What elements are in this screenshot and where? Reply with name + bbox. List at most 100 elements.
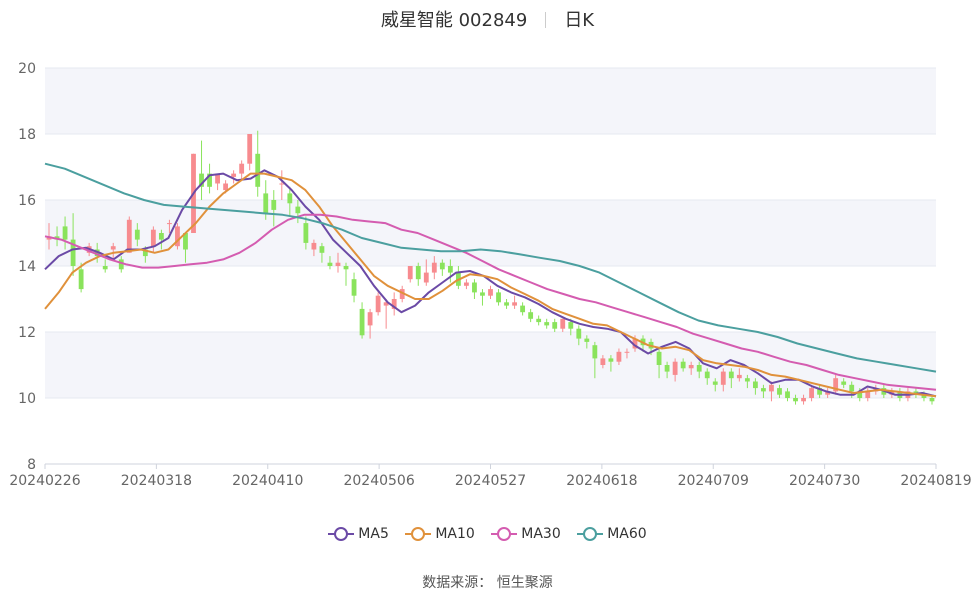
candle-body xyxy=(488,289,493,296)
candle-body xyxy=(247,134,253,164)
candle-body xyxy=(560,318,566,329)
candle-body xyxy=(199,173,204,187)
candle-body xyxy=(841,381,847,385)
period-label: 日K xyxy=(564,10,595,31)
x-tick-label: 20240709 xyxy=(678,473,749,489)
candle-body xyxy=(255,153,261,187)
candle-body xyxy=(576,328,582,339)
series-line-ma60 xyxy=(44,162,937,373)
x-tick-label: 20240226 xyxy=(9,473,80,489)
candle-body xyxy=(207,173,212,187)
candle-body xyxy=(126,219,132,253)
candle-body xyxy=(391,299,397,309)
title-separator xyxy=(545,12,547,28)
candle-body xyxy=(183,233,188,250)
legend-item-ma30[interactable]: MA30 xyxy=(491,526,561,542)
y-tick-label: 20 xyxy=(18,61,36,77)
x-tick-label: 20240618 xyxy=(566,473,637,489)
candle-body xyxy=(752,381,758,389)
candle-body xyxy=(712,381,718,385)
candle-body xyxy=(415,266,421,280)
candle-body xyxy=(472,282,477,293)
candle-body xyxy=(480,292,485,296)
candle-body xyxy=(921,394,927,398)
candle-body xyxy=(656,351,662,365)
candle-body xyxy=(158,233,164,240)
legend-label-ma10: MA10 xyxy=(435,526,475,542)
candle-body xyxy=(664,365,670,372)
legend-label-ma60: MA60 xyxy=(607,526,647,542)
stock-name-code: 威星智能 002849 xyxy=(380,10,528,31)
ma5-swatch-icon xyxy=(328,527,355,541)
legend-item-ma5[interactable]: MA5 xyxy=(328,526,389,542)
candle-body xyxy=(118,259,124,270)
candle-body xyxy=(632,338,638,349)
series-line-ma30 xyxy=(44,213,937,391)
candle-body xyxy=(464,282,469,286)
y-tick-label: 12 xyxy=(18,325,36,341)
candle-body xyxy=(150,229,156,247)
candle-body xyxy=(295,206,301,214)
x-tick-label: 20240730 xyxy=(789,473,860,489)
candle-body xyxy=(688,365,694,369)
candle-body xyxy=(383,302,389,306)
legend-item-ma10[interactable]: MA10 xyxy=(405,526,475,542)
candle-body xyxy=(720,371,726,385)
x-tick-label: 20240527 xyxy=(455,473,526,489)
candle-body xyxy=(736,374,742,379)
x-tick-label: 20240506 xyxy=(343,473,414,489)
ma10-swatch-icon xyxy=(405,527,432,541)
candle-body xyxy=(439,262,445,270)
candle-body xyxy=(600,358,606,365)
candle-body xyxy=(311,242,317,250)
chart-title: 威星智能 002849 日K xyxy=(0,6,975,32)
x-tick-label: 20240318 xyxy=(121,473,192,489)
candle-body xyxy=(608,358,614,362)
candle-body xyxy=(616,351,622,362)
y-tick-label: 8 xyxy=(27,457,36,473)
candle-body xyxy=(175,226,180,247)
series-line-ma10 xyxy=(44,172,937,398)
candle-body xyxy=(825,391,831,395)
candle-body xyxy=(399,289,405,299)
candle-body xyxy=(134,229,140,240)
ma30-swatch-icon xyxy=(491,527,518,541)
legend-item-ma60[interactable]: MA60 xyxy=(577,526,647,542)
candle-body xyxy=(552,322,558,329)
candle-body xyxy=(929,398,935,402)
candle-body xyxy=(624,351,630,353)
candle-body xyxy=(142,249,148,257)
candle-body xyxy=(761,388,766,392)
candle-body xyxy=(528,312,534,319)
candle-body xyxy=(769,384,774,392)
candle-body xyxy=(263,193,269,214)
candle-body xyxy=(231,173,237,177)
candle-body xyxy=(367,312,373,326)
candle-body xyxy=(407,266,413,280)
grid-band xyxy=(45,332,936,398)
candle-body xyxy=(215,173,220,184)
candle-body xyxy=(680,361,686,369)
candle-body xyxy=(849,384,855,392)
candle-body xyxy=(817,388,823,395)
y-tick-label: 16 xyxy=(18,193,36,209)
candle-body xyxy=(504,302,509,306)
candle-body xyxy=(423,272,429,283)
candle-body xyxy=(696,365,702,372)
candle-body xyxy=(287,193,293,204)
candle-body xyxy=(568,322,574,329)
candle-body xyxy=(512,302,517,306)
candle-body xyxy=(167,223,172,225)
candle-body xyxy=(544,322,550,326)
candle-body xyxy=(431,262,437,273)
candle-body xyxy=(70,239,76,266)
y-tick-label: 18 xyxy=(18,127,36,143)
series-line-ma5 xyxy=(44,169,937,398)
kline-plot: 8 10 12 14 16 18 20 20240226 20240318 20240410 202… xyxy=(9,61,971,489)
candle-body xyxy=(536,318,542,323)
y-tick-label: 10 xyxy=(18,391,36,407)
candle-body xyxy=(62,226,68,240)
candle-body xyxy=(857,391,863,398)
candle-body xyxy=(728,371,734,379)
